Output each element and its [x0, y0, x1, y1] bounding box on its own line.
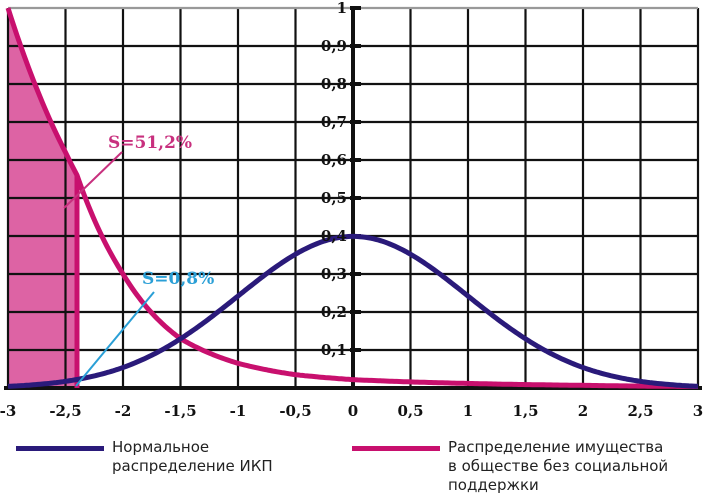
x-tick-label: -2: [115, 402, 132, 420]
legend-item-normal: Нормальное распределение ИКП: [16, 438, 273, 476]
x-tick-label: 1,5: [512, 402, 538, 420]
y-tick-label: 1: [337, 0, 347, 17]
x-tick-label: -1,5: [164, 402, 196, 420]
x-tick-label: 1: [463, 402, 473, 420]
y-tick-label: 0,7: [321, 113, 347, 131]
x-tick-label: -3: [0, 402, 16, 420]
y-tick-label: 0,9: [321, 37, 347, 55]
series-lines: [5, 7, 699, 389]
wealth-distribution-line: [5, 7, 699, 389]
legend-swatch-blue: [16, 446, 104, 451]
annotation-s-51: S=51,2%: [108, 133, 192, 153]
y-tick-label: 0,6: [321, 151, 347, 169]
y-tick-label: 0,8: [321, 75, 347, 93]
x-tick-label: 2: [578, 402, 588, 420]
annotations: S=51,2% S=0,8%: [63, 133, 214, 387]
x-tick-label: 0: [348, 402, 358, 420]
x-tick-label: -1: [230, 402, 247, 420]
y-tick-label: 0,4: [321, 227, 347, 245]
x-tick-label: 3: [693, 402, 703, 420]
normal-distribution-line: [7, 233, 699, 389]
x-tick-label: -2,5: [49, 402, 81, 420]
y-tick-label: 0,3: [321, 265, 347, 283]
x-tick-label: 2,5: [627, 402, 653, 420]
x-tick-label: 0,5: [397, 402, 423, 420]
annotation-s-0-8: S=0,8%: [142, 269, 214, 289]
y-tick-label: 0,2: [321, 303, 347, 321]
tick-labels: -3 -2,5 -2 -1,5 -1 -0,5 0 0,5 1 1,5 2 2,5 3 0,1 0,2 0,3…: [0, 0, 703, 420]
annotation-leader-0-8: [75, 291, 155, 387]
y-tick-label: 0,1: [321, 341, 347, 359]
legend-swatch-pink: [352, 446, 440, 451]
x-tick-label: -0,5: [279, 402, 311, 420]
annotation-leader-51: [63, 151, 123, 209]
legend-label-wealth: Распределение имущества в обществе без с…: [448, 438, 669, 494]
legend-label-normal: Нормальное распределение ИКП: [112, 438, 273, 475]
distribution-chart: S=51,2% S=0,8% -3 -2,5 -2 -1,5 -1 -0,5 0 0,5 1 1,5…: [0, 0, 703, 420]
legend-item-wealth: Распределение имущества в обществе без с…: [352, 438, 668, 495]
y-tick-label: 0,5: [321, 189, 347, 207]
